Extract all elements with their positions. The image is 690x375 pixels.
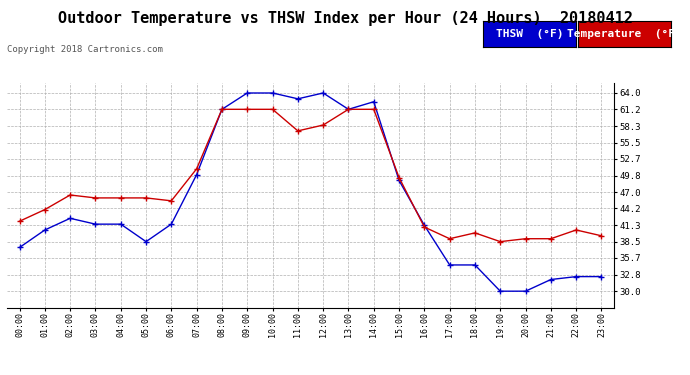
Text: Outdoor Temperature vs THSW Index per Hour (24 Hours)  20180412: Outdoor Temperature vs THSW Index per Ho…	[57, 11, 633, 26]
Text: Copyright 2018 Cartronics.com: Copyright 2018 Cartronics.com	[7, 45, 163, 54]
Text: THSW  (°F): THSW (°F)	[496, 29, 563, 39]
Text: Temperature  (°F): Temperature (°F)	[567, 29, 682, 39]
